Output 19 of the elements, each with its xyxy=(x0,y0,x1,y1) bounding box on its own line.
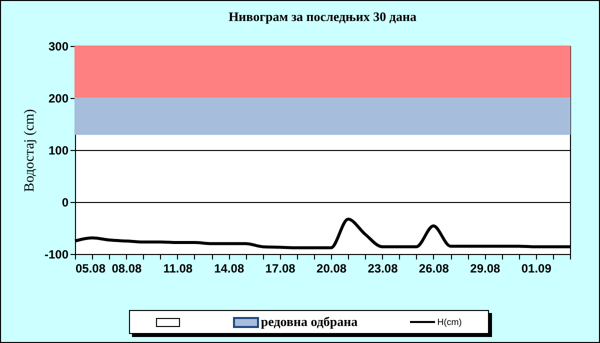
x-tick-label: 11.08 xyxy=(163,262,193,276)
x-tick-label: 05.08 xyxy=(76,262,106,276)
x-tick-label: 14.08 xyxy=(214,262,244,276)
x-tick-label: 20.08 xyxy=(316,262,347,276)
x-tick-label: 23.08 xyxy=(368,262,398,276)
x-tick-label: 29.08 xyxy=(470,262,500,276)
y-tick-label: 0 xyxy=(62,196,69,210)
y-tick-label: -100 xyxy=(44,248,69,262)
y-axis-title: Водостај (cm) xyxy=(22,108,38,192)
y-tick-label: 300 xyxy=(48,40,69,54)
x-tick-label: 17.08 xyxy=(265,262,296,276)
x-tick-label: 26.08 xyxy=(418,262,450,276)
x-tick-label: 01.09 xyxy=(521,262,552,276)
chart-title: Нивограм за последњих 30 дана xyxy=(228,9,417,24)
legend-label: редовна одбрана xyxy=(260,314,358,330)
y-tick-label: 200 xyxy=(48,92,69,106)
x-tick-label: 08.08 xyxy=(112,262,142,276)
legend-label: H(cm) xyxy=(437,317,462,327)
y-tick-label: 100 xyxy=(48,144,69,158)
